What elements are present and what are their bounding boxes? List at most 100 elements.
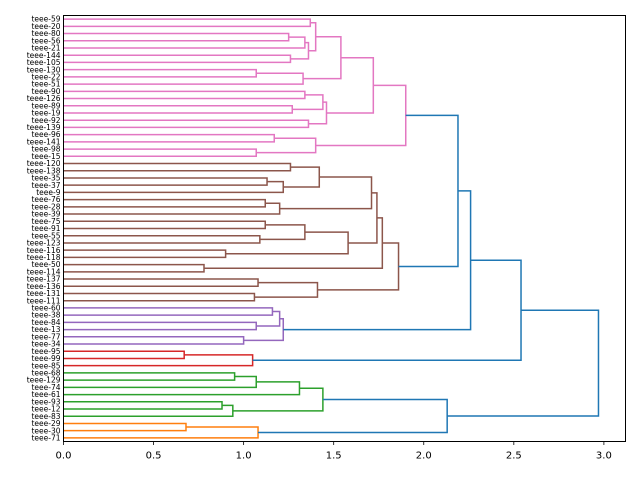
leaf-label: teee-35 (31, 174, 60, 183)
leaf-label: teee-120 (27, 159, 61, 168)
dendrogram-link (315, 84, 407, 147)
leaf-label: teee-28 (31, 202, 60, 211)
x-tick-label: 1.5 (326, 451, 342, 462)
dendrogram-link (63, 148, 257, 158)
dendrogram-link (292, 94, 324, 111)
dendrogram-link (63, 381, 301, 396)
dendrogram-link (63, 90, 306, 100)
leaf-label: teee-68 (31, 369, 60, 378)
leaf-label: teee-21 (31, 44, 60, 53)
dendrogram-link (63, 133, 275, 143)
x-tick-label: 1.0 (236, 451, 252, 462)
leaf-label: teee-34 (31, 340, 60, 349)
dendrogram-link (63, 119, 310, 129)
leaf-label: teee-139 (27, 123, 61, 132)
dendrogram-link (63, 162, 292, 172)
leaf-label: teee-144 (27, 51, 61, 60)
leaf-label: teee-61 (31, 390, 60, 399)
dendrogram-link (63, 202, 281, 215)
leaf-label: teee-15 (31, 152, 60, 161)
dendrogram-link (348, 192, 378, 244)
leaf-label: teee-76 (31, 195, 60, 204)
dendrogram-link (63, 350, 185, 360)
dendrogram-link (63, 68, 257, 78)
leaf-label: teee-96 (31, 130, 60, 139)
dendrogram-link (317, 242, 400, 291)
dendrogram-link (252, 259, 522, 362)
leaf-label: teee-51 (31, 80, 60, 89)
leaf-label: teee-111 (27, 296, 61, 305)
leaf-label: teee-131 (27, 289, 61, 298)
leaf-label: teee-22 (31, 72, 60, 81)
leaf-label: teee-55 (31, 231, 60, 240)
dendrogram-link (283, 166, 321, 188)
leaf-label: teee-93 (31, 397, 60, 406)
leaf-label: teee-71 (31, 433, 60, 442)
dendrogram-link (63, 72, 304, 85)
leaf-label: teee-12 (31, 405, 60, 414)
dendrogram-link (303, 35, 342, 80)
leaf-label: teee-130 (27, 65, 61, 74)
dendrogram-link (63, 404, 234, 417)
dendrogram-link (63, 321, 257, 331)
dendrogram-link (63, 220, 266, 230)
leaf-label: teee-89 (31, 101, 60, 110)
leaf-label: teee-20 (31, 22, 60, 31)
dendrogram-link (63, 54, 292, 64)
leaf-label: teee-99 (31, 354, 60, 363)
leaf-label: teee-77 (31, 332, 60, 341)
dendrogram-link (63, 354, 254, 367)
x-axis-ticks: 0.0 0.5 1.0 1.5 2.0 2.5 3.0 (56, 441, 612, 462)
leaf-label: teee-38 (31, 311, 60, 320)
dendrogram-link (259, 224, 306, 241)
dendrogram-link (63, 292, 256, 302)
dendrogram-link (63, 278, 259, 288)
leaf-label: teee-29 (31, 419, 60, 428)
dendrogram-link (254, 281, 319, 298)
dendrogram-link (63, 426, 259, 439)
dendrogram-link (326, 56, 375, 114)
leaf-label: teee-123 (27, 239, 61, 248)
x-tick-label: 3.0 (596, 451, 612, 462)
x-tick-label: 2.0 (416, 451, 432, 462)
dendrogram-link (63, 375, 257, 389)
dendrogram-link (447, 309, 600, 417)
dendrogram-links (63, 18, 600, 439)
leaf-label: teee-85 (31, 361, 60, 370)
leaf-label: teee-50 (31, 260, 60, 269)
leaf-label: teee-98 (31, 145, 60, 154)
x-tick-label: 2.5 (506, 451, 522, 462)
leaf-label: teee-116 (27, 246, 61, 255)
dendrogram-link (398, 114, 459, 268)
dendrogram-link (63, 180, 285, 194)
dendrogram-link (232, 387, 324, 412)
leaf-label: teee-141 (27, 137, 61, 146)
leaf-label: teee-80 (31, 29, 60, 38)
leaf-label: teee-95 (31, 347, 60, 356)
leaf-label: teee-37 (31, 181, 60, 190)
leaf-label: teee-126 (27, 94, 61, 103)
dendrogram-link (63, 198, 266, 208)
leaf-label: teee-138 (27, 166, 61, 175)
leaf-label: teee-60 (31, 304, 60, 313)
leaf-label: teee-118 (27, 253, 61, 262)
leaf-label: teee-39 (31, 210, 60, 219)
dendrogram-link (63, 307, 274, 316)
leaf-label: teee-19 (31, 109, 60, 118)
dendrogram-link (258, 398, 448, 434)
leaf-label: teee-114 (27, 267, 61, 276)
axes-frame (63, 15, 626, 442)
leaf-label: teee-13 (31, 325, 60, 334)
dendrogram-link (63, 336, 245, 345)
leaf-label: teee-92 (31, 116, 60, 125)
leaf-label: teee-83 (31, 412, 60, 421)
dendrogram-link (63, 422, 187, 432)
leaf-label: teee-59 (31, 15, 60, 24)
leaf-label: teee-75 (31, 217, 60, 226)
leaf-label: teee-137 (27, 275, 61, 284)
leaf-label: teee-136 (27, 282, 61, 291)
dendrogram-link (308, 101, 328, 125)
dendrogram-link (63, 401, 223, 410)
leaf-label: teee-91 (31, 224, 60, 233)
